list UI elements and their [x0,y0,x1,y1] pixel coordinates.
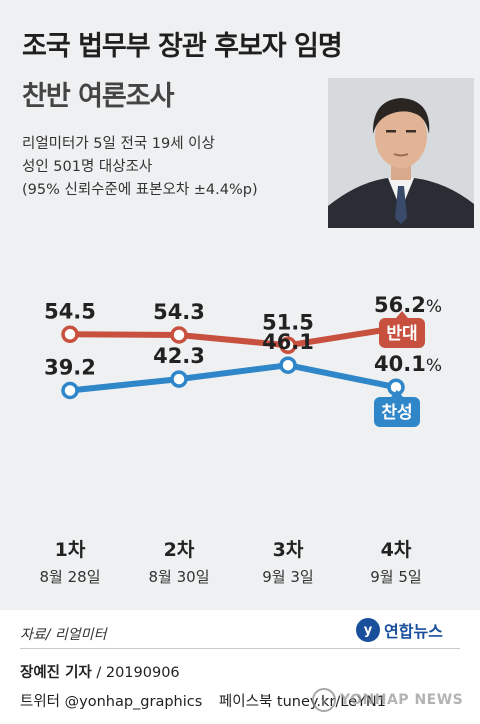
data-label: 39.2 [44,356,96,380]
legend-label: 찬성 [381,403,412,423]
x-tick-round: 3차 [273,539,304,561]
watermark: y YONHAP NEWS [312,688,463,712]
method-line: (95% 신뢰수준에 표본오차 ±4.4%p) [22,182,258,198]
data-point [279,336,297,355]
data-label: 42.3 [153,344,205,368]
data-point [279,356,297,374]
data-label-percent: % [426,356,442,376]
survey-method: 리얼미터가 5일 전국 19세 이상 성인 501명 대상조사 (95% 신뢰수… [22,133,258,202]
data-label-percent: % [426,297,442,317]
twitter-link[interactable]: 트위터 @yonhap_graphics [20,694,203,710]
data-label: 40.1% [374,352,442,376]
chart-panel: 조국 법무부 장관 후보자 임명 찬반 여론조사 리얼미터가 5일 전국 19세… [0,0,480,610]
legend-badge-찬성 [374,397,420,427]
facebook-link[interactable]: 페이스북 tuney.kr/LeYN1 [218,694,386,710]
x-tick-date: 8월 30일 [149,568,210,586]
series-line-찬성 [67,362,399,394]
data-point [170,370,188,388]
watermark-text: YONHAP NEWS [340,692,464,708]
method-line: 성인 501명 대상조사 [22,159,153,175]
data-point [170,326,188,344]
nominee-portrait [328,78,474,228]
page-title: 조국 법무부 장관 후보자 임명 [22,31,343,62]
data-label: 46.1 [262,330,314,354]
yonhap-logo: y 연합뉴스 [356,618,443,642]
series-line-반대 [67,325,399,349]
source-label: 자료/ 리얼미터 [20,627,107,643]
page-subtitle: 찬반 여론조사 [22,81,174,112]
data-point [61,381,79,400]
social-links: 트위터 @yonhap_graphics 페이스북 tuney.kr/LeYN1 [20,690,398,711]
yonhap-logo-icon: y [356,618,380,642]
publish-date: / 20190906 [96,665,180,681]
x-tick-round: 2차 [164,539,195,561]
x-tick-date: 8월 28일 [40,568,101,586]
data-label: 54.5 [44,299,96,323]
data-label: 51.5 [262,310,314,334]
data-label: 56.2% [374,293,442,317]
legend-badge-pointer [391,390,403,397]
x-tick-date: 9월 5일 [370,568,421,586]
data-label-value: 40.1 [374,352,426,376]
data-label: 54.3 [153,300,205,324]
byline: 장예진 기자 / 20190906 [20,661,180,682]
data-label-value: 56.2 [374,293,426,317]
divider [20,648,460,649]
reporter-name: 장예진 기자 [20,665,92,681]
legend-badge-pointer [396,311,408,318]
x-tick-round: 1차 [55,539,86,561]
logo-text: 연합뉴스 [384,622,443,641]
method-line: 리얼미터가 5일 전국 19세 이상 [22,136,215,152]
data-point [61,325,79,344]
watermark-icon: y [312,688,336,712]
legend-badge-반대 [379,318,425,348]
x-tick-round: 4차 [381,539,412,561]
legend-label: 반대 [386,324,417,344]
x-tick-date: 9월 3일 [262,568,313,586]
footer: 자료/ 리얼미터 y 연합뉴스 장예진 기자 / 20190906 트위터 @y… [0,610,480,724]
